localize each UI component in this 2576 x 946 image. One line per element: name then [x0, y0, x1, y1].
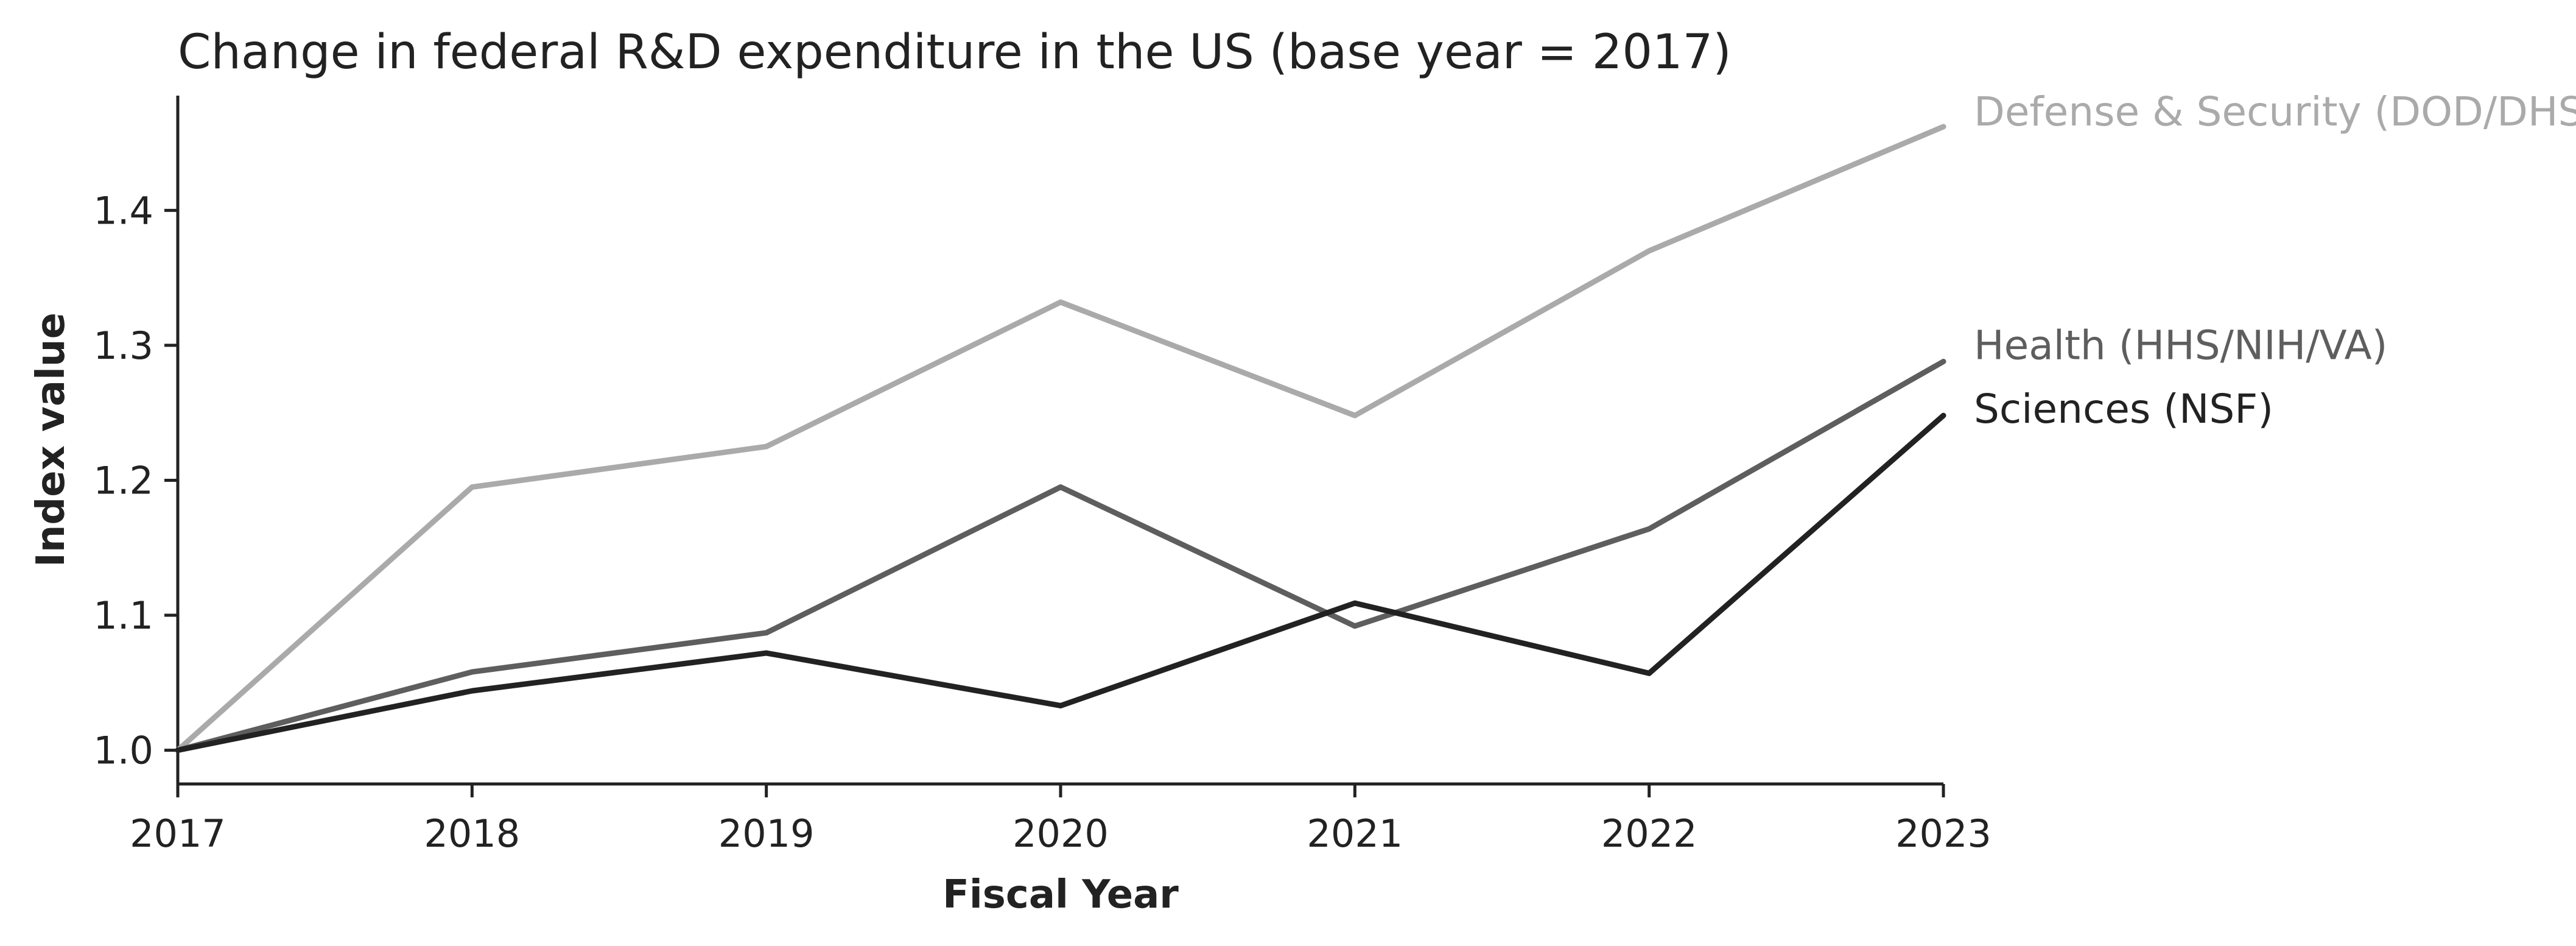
- series-line: [175, 124, 1946, 754]
- series-label: Defense & Security (DOD/DHS): [1974, 88, 2576, 135]
- x-axis: 2017 2018 2019 2020 2021 2022 2023 Fiscal Year: [130, 782, 1992, 917]
- series-labels: Defense & Security (DOD/DHS) Health (HHS/…: [1974, 88, 2576, 432]
- y-tick-label: 1.4: [93, 188, 153, 233]
- x-tick-label: 2018: [424, 811, 520, 856]
- x-ticks: 2017 2018 2019 2020 2021 2022 2023: [130, 784, 1992, 856]
- series-line: [175, 358, 1946, 754]
- y-ticks: 1.0 1.1 1.2 1.3 1.4: [93, 188, 178, 773]
- x-tick-label: 2022: [1601, 811, 1697, 856]
- x-tick-label: 2023: [1895, 811, 1992, 856]
- x-tick-label: 2019: [718, 811, 815, 856]
- y-tick-label: 1.0: [93, 729, 153, 773]
- y-tick-label: 1.1: [93, 593, 153, 638]
- x-axis-title: Fiscal Year: [942, 872, 1179, 917]
- series-label: Health (HHS/NIH/VA): [1974, 322, 2387, 369]
- series-label: Sciences (NSF): [1974, 386, 2273, 432]
- x-tick-label: 2017: [130, 811, 226, 856]
- y-tick-label: 1.2: [93, 458, 153, 503]
- series-line: [175, 412, 1946, 754]
- y-axis: 1.0 1.1 1.2 1.3 1.4 Index value: [29, 96, 180, 784]
- y-axis-title: Index value: [29, 312, 74, 567]
- x-tick-label: 2021: [1307, 811, 1403, 856]
- series-lines: [175, 124, 1946, 754]
- y-tick-label: 1.3: [93, 323, 153, 368]
- x-tick-label: 2020: [1013, 811, 1109, 856]
- chart-title: Change in federal R&D expenditure in the…: [178, 25, 1732, 80]
